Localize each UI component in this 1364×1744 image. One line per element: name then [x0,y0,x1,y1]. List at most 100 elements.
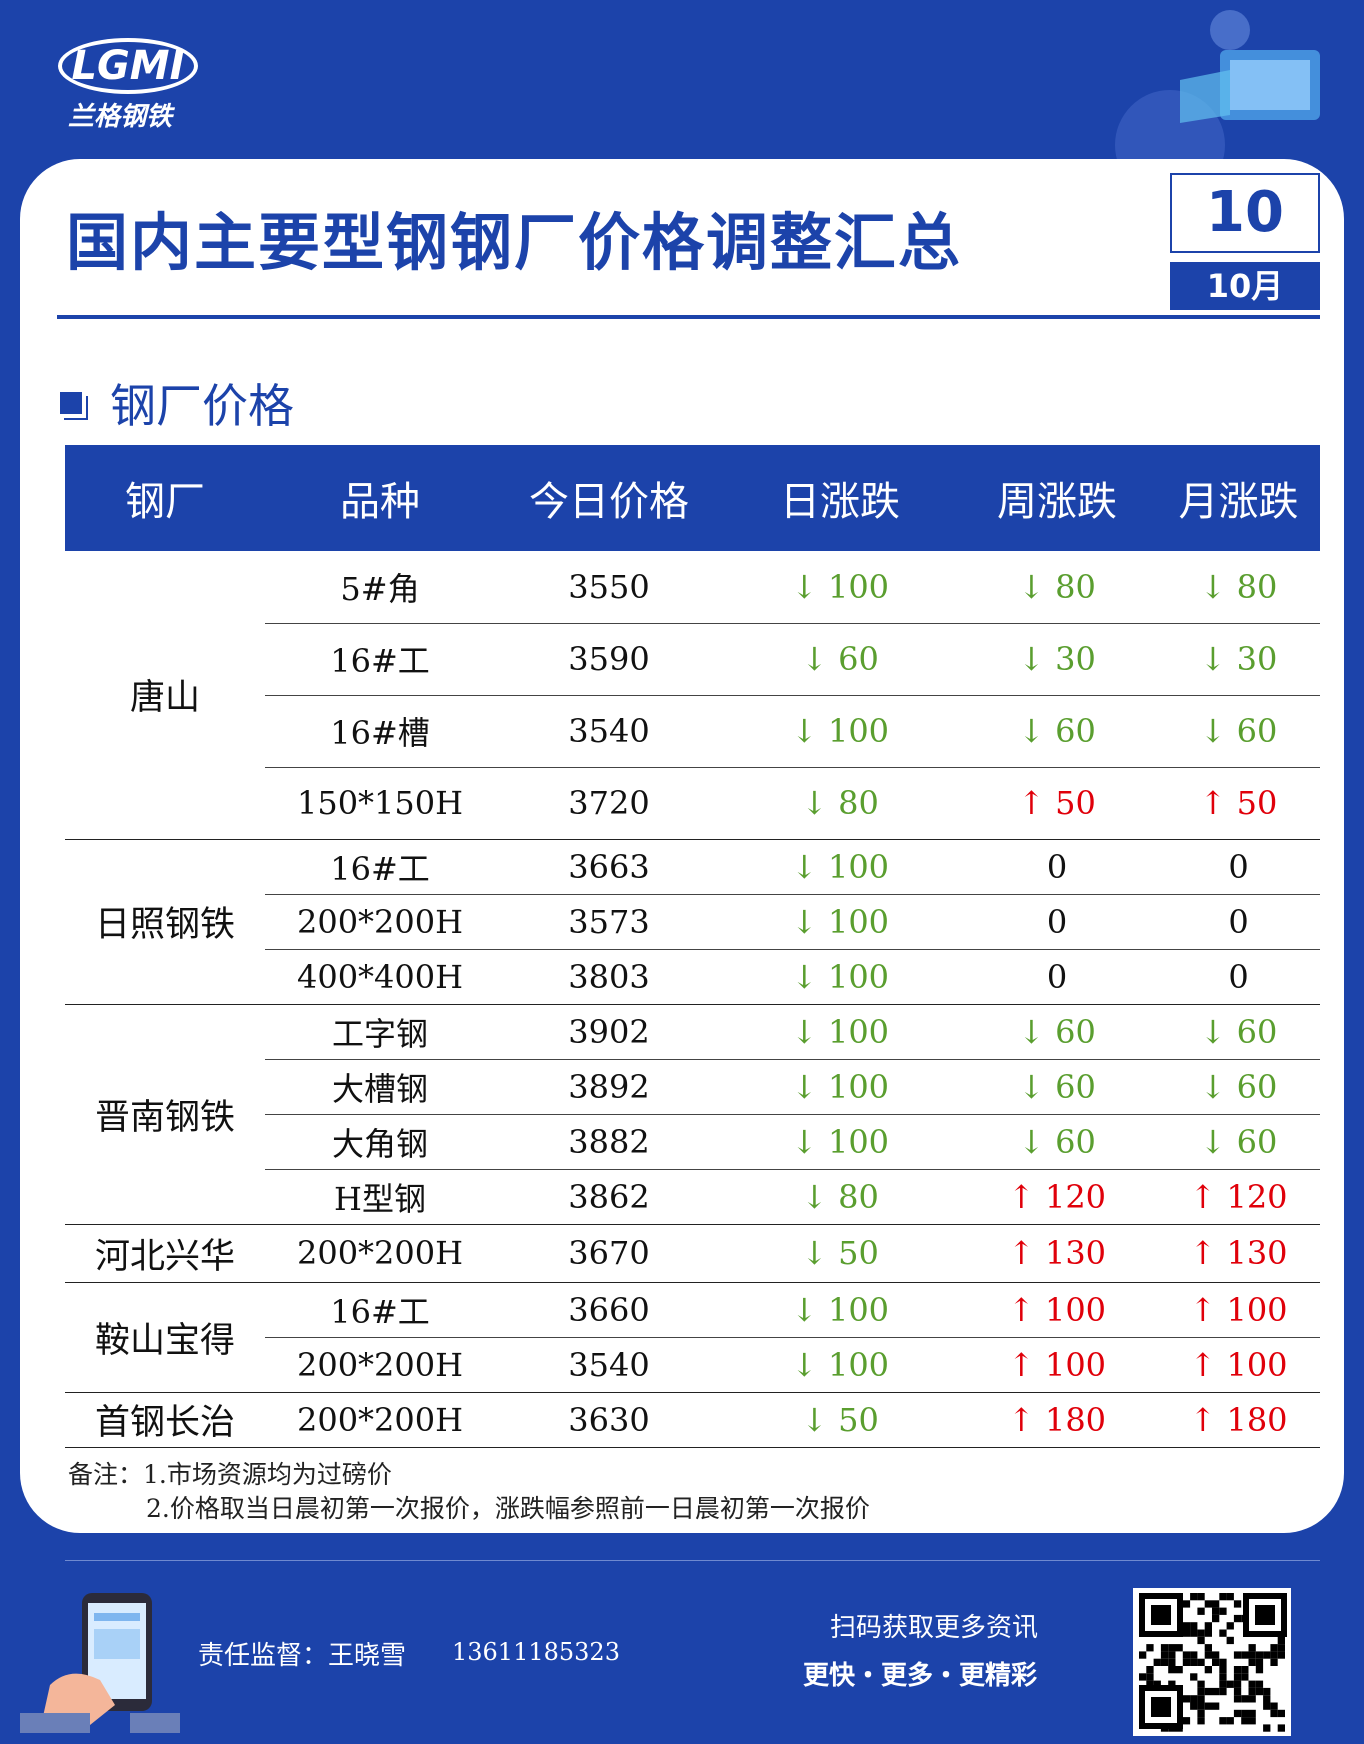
qr-module [1226,1622,1234,1630]
qr-module [1241,1695,1249,1703]
qr-module [1248,1717,1256,1725]
qr-module [1204,1651,1212,1659]
phone-illustration [20,1593,180,1733]
mill: 日照钢铁 [65,839,265,1005]
day-change: ↓ 100 [723,839,957,895]
qr-module [1270,1651,1278,1659]
day-change: ↓ 100 [723,1059,957,1115]
mill: 河北兴华 [65,1224,265,1283]
qr-module [1168,1658,1176,1666]
qr-module [1241,1651,1249,1659]
qr-module [1277,1724,1285,1732]
qr-module [1182,1622,1191,1630]
qr-module [1270,1709,1278,1718]
day-change: ↓ 100 [723,1004,957,1060]
week-change: ↓ 60 [957,1059,1157,1115]
qr-module [1160,1644,1169,1652]
table-row: 16#槽 3540 ↓ 100 ↓ 60 ↓ 60 [65,695,1320,768]
price: 3902 [495,1004,723,1060]
product: 大角钢 [265,1114,495,1170]
day-change: ↓ 50 [723,1392,957,1448]
qr-module [1248,1680,1256,1688]
qr-module [1204,1702,1212,1710]
qr-module [1255,1666,1264,1674]
qr-module [1182,1629,1191,1637]
qr-module [1146,1644,1154,1652]
week-change: ↓ 60 [957,695,1157,768]
qr-module [1168,1680,1176,1688]
qr-module [1233,1600,1242,1608]
qr-module [1277,1644,1285,1652]
qr-module [1197,1607,1205,1615]
product: 16#工 [265,623,495,696]
price: 3720 [495,767,723,840]
product: 工字钢 [265,1004,495,1060]
month-change: ↓ 60 [1157,695,1320,768]
qr-module [1197,1680,1205,1688]
qr-module [1263,1724,1271,1732]
column-header: 品种 [265,445,495,551]
table-row: 晋南钢铁 工字钢 3902 ↓ 100 ↓ 60 ↓ 60 [65,1004,1320,1225]
price: 3892 [495,1059,723,1115]
qr-module [1190,1622,1198,1630]
month-change: ↑ 120 [1157,1169,1320,1225]
column-header: 钢厂 [65,445,265,551]
logo: LGMI [58,38,198,94]
date-month: 10月 [1170,262,1320,310]
qr-module [1248,1658,1256,1666]
qr-module [1212,1651,1220,1659]
day-change: ↓ 60 [723,623,957,696]
decor-illustration [1115,10,1320,180]
qr-module [1255,1680,1264,1688]
day-change: ↓ 80 [723,767,957,840]
supervisor: 责任监督：王晓雪 [198,1641,407,1671]
qr-module [1146,1680,1154,1688]
table-row: 日照钢铁 16#工 3663 ↓ 100 0 0 [65,839,1320,1005]
qr-finder [1151,1605,1171,1625]
qr-module [1204,1622,1212,1630]
day-change: ↓ 80 [723,1169,957,1225]
week-change: 0 [957,839,1157,895]
product: 16#槽 [265,695,495,768]
qr-module [1190,1593,1198,1601]
month-change: ↓ 60 [1157,1114,1320,1170]
price: 3573 [495,894,723,950]
qr-module [1146,1666,1154,1674]
qr-module [1190,1702,1198,1710]
qr-module [1182,1600,1191,1608]
mill: 晋南钢铁 [65,1004,265,1225]
qr-module [1212,1607,1220,1615]
qr-module [1204,1666,1212,1674]
qr-code [1133,1588,1291,1736]
day-change: ↓ 100 [723,695,957,768]
week-change: ↓ 80 [957,551,1157,624]
product: 400*400H [265,949,495,1005]
month-change: ↓ 60 [1157,1059,1320,1115]
week-change: 0 [957,949,1157,1005]
price: 3660 [495,1282,723,1338]
qr-module [1160,1658,1169,1666]
month-change: ↑ 100 [1157,1337,1320,1393]
slogan: 更快・更多・更精彩 [803,1661,1038,1691]
qr-module [1233,1695,1242,1703]
qr-module [1233,1687,1242,1696]
qr-module [1233,1673,1242,1681]
price: 3590 [495,623,723,696]
date-day: 10 [1170,173,1320,253]
table-row: 150*150H 3720 ↓ 80 ↑ 50 ↑ 50 [65,767,1320,840]
title: 国内主要型钢钢厂价格调整汇总 [66,206,963,279]
mill: 鞍山宝得 [65,1282,265,1393]
column-header: 日涨跌 [723,445,957,551]
product: 200*200H [265,1224,495,1283]
product: 200*200H [265,894,495,950]
month-change: ↓ 80 [1157,551,1320,624]
qr-module [1248,1709,1256,1718]
qr-module [1219,1658,1227,1666]
week-change: ↑ 100 [957,1282,1157,1338]
qr-module [1212,1658,1220,1666]
qr-module [1212,1702,1220,1710]
price: 3803 [495,949,723,1005]
table-row: 400*400H 3803 ↓ 100 0 0 [65,949,1320,1005]
qr-module [1233,1614,1242,1623]
